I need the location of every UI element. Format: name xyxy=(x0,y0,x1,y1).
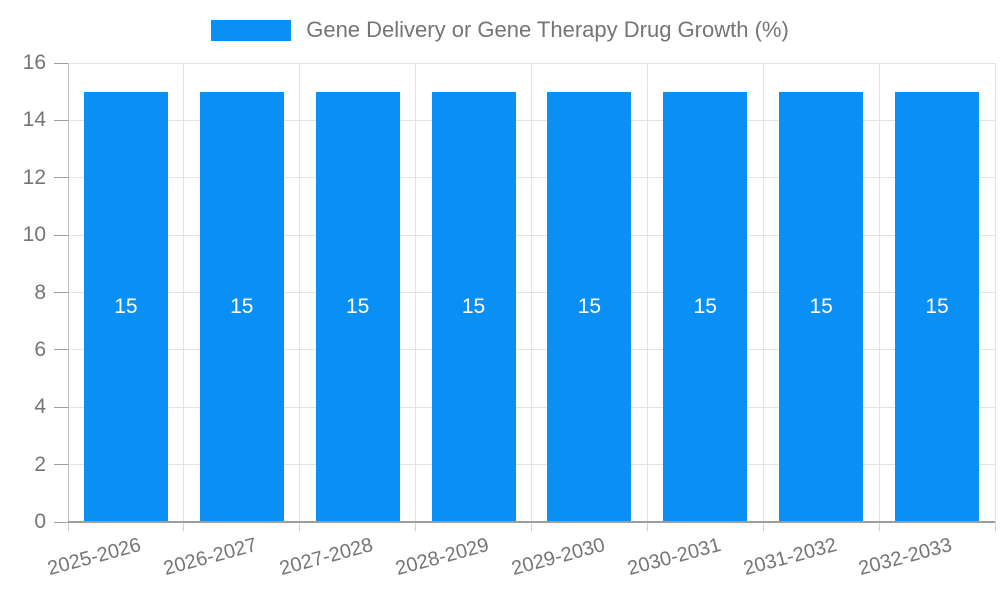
bar: 15 xyxy=(663,91,748,522)
bar-value-label: 15 xyxy=(577,294,602,318)
x-gridline xyxy=(299,63,301,522)
y-tick-label: 16 xyxy=(22,51,46,74)
bar-value-label: 15 xyxy=(230,294,254,318)
y-axis-tick xyxy=(54,406,68,408)
y-tick-label: 12 xyxy=(22,165,46,189)
y-axis-tick xyxy=(54,464,68,466)
y-axis-line xyxy=(67,63,69,522)
x-axis-tick xyxy=(646,522,648,531)
x-axis-baseline xyxy=(68,521,995,523)
legend: Gene Delivery or Gene Therapy Drug Growt… xyxy=(0,17,1000,43)
y-tick-label: 0 xyxy=(34,510,46,533)
x-gridline xyxy=(646,63,648,522)
x-axis-tick xyxy=(762,522,764,531)
bar: 15 xyxy=(83,91,168,522)
x-tick-label: 2028-2029 xyxy=(393,534,492,581)
x-gridline xyxy=(531,63,532,522)
x-gridline xyxy=(415,63,417,522)
x-tick-label: 2031-2032 xyxy=(740,534,839,581)
y-axis-tick xyxy=(54,177,68,179)
x-axis-tick xyxy=(994,522,996,531)
x-gridline xyxy=(878,63,880,522)
y-axis-tick xyxy=(54,521,68,523)
bar-value-label: 15 xyxy=(114,294,138,318)
x-tick-label: 2029-2030 xyxy=(509,534,608,581)
x-tick-label: 2026-2027 xyxy=(161,534,260,581)
legend-label: Gene Delivery or Gene Therapy Drug Growt… xyxy=(306,17,789,42)
y-axis-tick xyxy=(54,349,68,351)
y-axis-tick xyxy=(54,292,68,293)
x-axis-tick xyxy=(67,522,69,531)
bar-value-label: 15 xyxy=(461,294,486,318)
y-tick-label: 14 xyxy=(22,108,46,132)
x-axis-tick xyxy=(531,522,532,531)
legend-swatch xyxy=(211,19,292,41)
bar-value-label: 15 xyxy=(925,294,949,318)
y-tick-label: 2 xyxy=(34,452,46,476)
x-gridline xyxy=(994,63,996,522)
bar: 15 xyxy=(431,91,516,522)
x-gridline xyxy=(183,63,185,522)
y-tick-label: 8 xyxy=(34,280,46,304)
x-axis-tick xyxy=(415,522,417,531)
x-axis-tick xyxy=(183,522,185,531)
bar: 15 xyxy=(895,91,980,522)
x-tick-label: 2030-2031 xyxy=(624,534,724,581)
x-gridline xyxy=(762,63,764,522)
bar: 15 xyxy=(547,91,632,522)
y-axis-tick xyxy=(54,62,68,64)
y-axis-tick xyxy=(54,119,68,121)
x-axis-tick xyxy=(878,522,880,531)
bar-value-label: 15 xyxy=(346,294,370,318)
x-tick-label: 2027-2028 xyxy=(277,534,376,581)
x-tick-label: 2032-2033 xyxy=(856,534,955,581)
bar: 15 xyxy=(315,91,400,522)
bar-value-label: 15 xyxy=(809,294,833,318)
x-axis-tick xyxy=(299,522,301,531)
bar-value-label: 15 xyxy=(693,294,717,318)
bar: 15 xyxy=(779,91,864,522)
y-tick-label: 4 xyxy=(34,395,46,419)
bar: 15 xyxy=(199,91,284,522)
y-axis-tick xyxy=(54,234,68,236)
y-tick-label: 10 xyxy=(22,223,46,247)
y-tick-label: 6 xyxy=(34,337,46,361)
x-tick-label: 2025-2026 xyxy=(45,534,144,581)
